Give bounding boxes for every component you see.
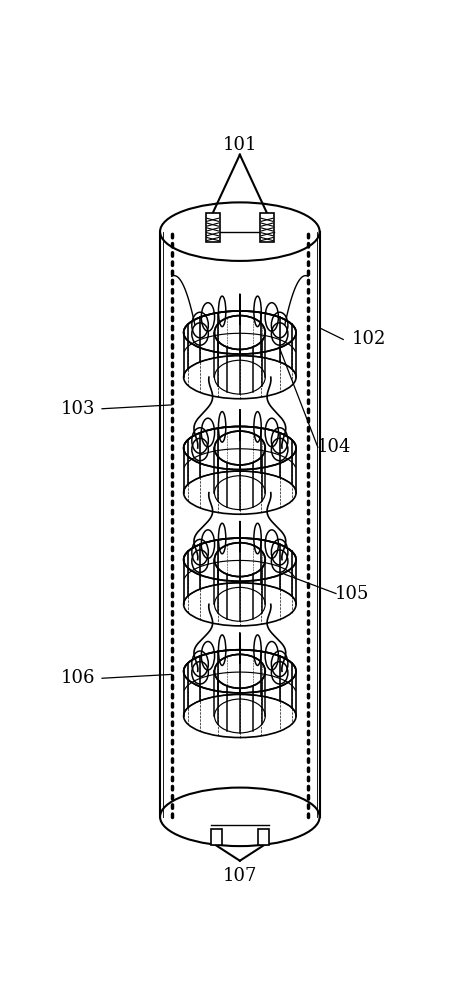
Text: 105: 105 (335, 585, 369, 603)
Text: 101: 101 (223, 136, 257, 154)
Text: 106: 106 (61, 669, 95, 687)
Text: 102: 102 (351, 330, 386, 348)
Bar (258, 829, 269, 845)
Text: 104: 104 (317, 438, 351, 456)
Bar (206, 213, 219, 242)
Bar (260, 213, 274, 242)
Text: 107: 107 (223, 867, 257, 885)
Bar (211, 829, 222, 845)
Text: 103: 103 (61, 400, 95, 418)
